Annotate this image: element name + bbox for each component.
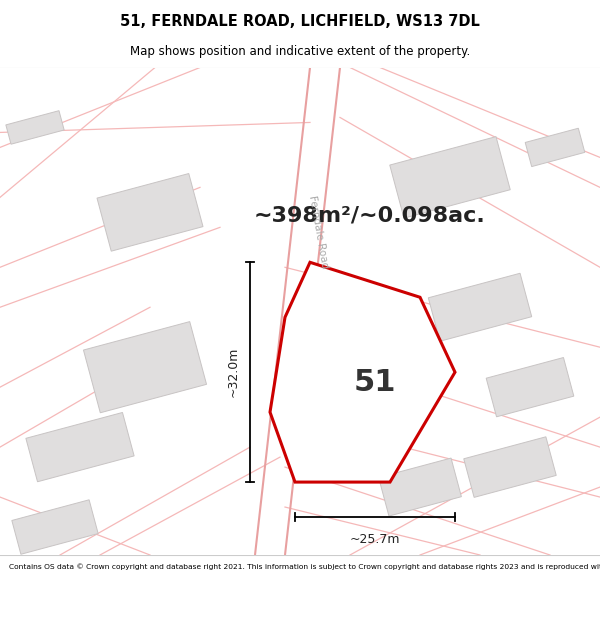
Polygon shape — [97, 174, 203, 251]
Polygon shape — [6, 111, 64, 144]
Polygon shape — [464, 437, 556, 498]
Text: ~32.0m: ~32.0m — [227, 347, 240, 398]
Text: Ferndale Road: Ferndale Road — [307, 195, 329, 270]
Polygon shape — [83, 322, 206, 412]
Polygon shape — [390, 137, 510, 218]
Text: 51: 51 — [354, 368, 396, 397]
Polygon shape — [12, 500, 98, 554]
Polygon shape — [486, 357, 574, 417]
Text: Contains OS data © Crown copyright and database right 2021. This information is : Contains OS data © Crown copyright and d… — [9, 563, 600, 571]
Text: Map shows position and indicative extent of the property.: Map shows position and indicative extent… — [130, 44, 470, 58]
Text: 51, FERNDALE ROAD, LICHFIELD, WS13 7DL: 51, FERNDALE ROAD, LICHFIELD, WS13 7DL — [120, 14, 480, 29]
Text: ~398m²/~0.098ac.: ~398m²/~0.098ac. — [254, 206, 486, 226]
Polygon shape — [379, 458, 461, 516]
Polygon shape — [270, 262, 455, 482]
Polygon shape — [525, 128, 585, 167]
Polygon shape — [428, 273, 532, 341]
Polygon shape — [26, 412, 134, 482]
Text: ~25.7m: ~25.7m — [350, 533, 400, 546]
